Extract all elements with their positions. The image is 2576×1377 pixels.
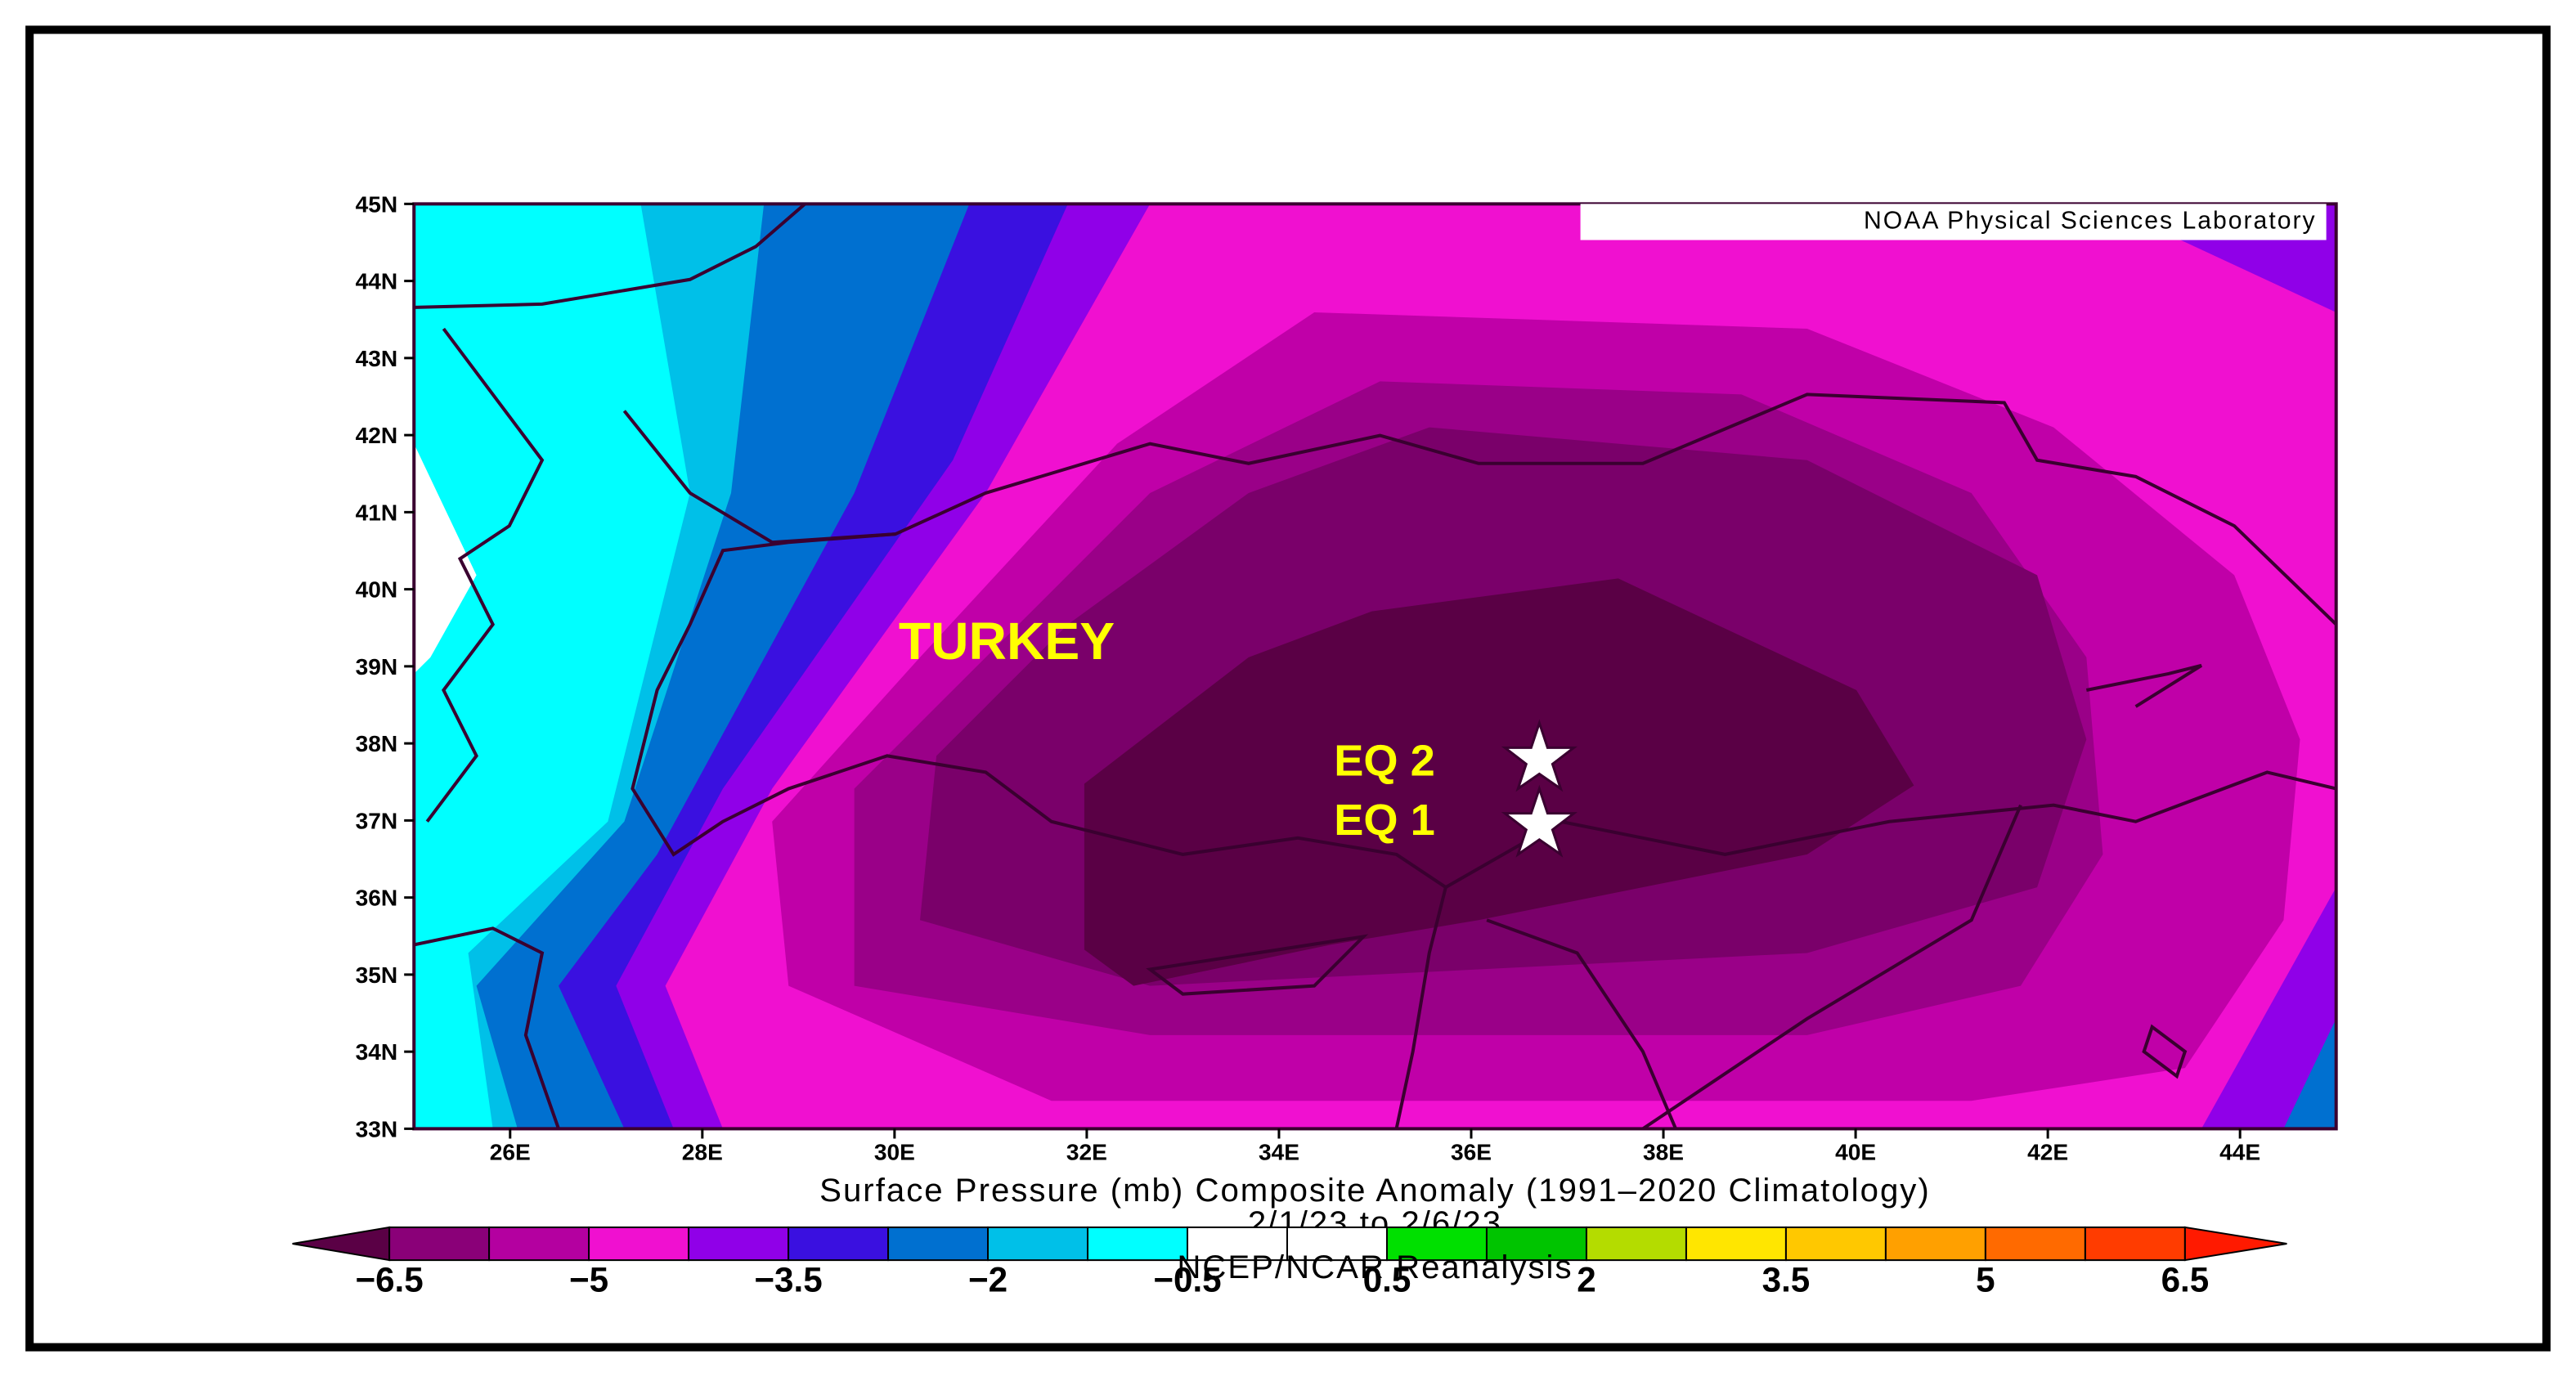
colorbar-label: −2	[968, 1260, 1008, 1299]
credit: NOAA Physical Sciences Laboratory	[1864, 208, 2317, 235]
lat-label: 33N	[356, 1116, 398, 1142]
colorbar-label: 3.5	[1762, 1260, 1811, 1299]
coastline	[1394, 886, 1447, 1129]
colorbar-arrow	[2183, 1226, 2287, 1262]
colorbar	[292, 1226, 2287, 1262]
lat-label: 39N	[356, 654, 398, 680]
lat-label: 34N	[356, 1039, 398, 1065]
lat-label: 42N	[356, 423, 398, 448]
lat-label: 44N	[356, 269, 398, 294]
colorbar-box	[1485, 1226, 1587, 1262]
lon-label: 42E	[2027, 1140, 2068, 1165]
colorbar-box	[1585, 1226, 1687, 1262]
lat-label: 41N	[356, 500, 398, 525]
colorbar-box	[488, 1226, 590, 1262]
coastline	[631, 532, 1447, 889]
border	[1641, 804, 2022, 1129]
caption: Surface Pressure (mb) Composite Anomaly …	[819, 1172, 1931, 1209]
country-label: TURKEY	[899, 612, 1115, 671]
lon-label: 32E	[1066, 1140, 1107, 1165]
lat-label: 45N	[356, 191, 398, 217]
contour-band	[2283, 1018, 2336, 1129]
lake	[2142, 1024, 2188, 1079]
colorbar-box	[987, 1226, 1089, 1262]
colorbar-box	[588, 1226, 690, 1262]
marker-label: EQ 1	[1334, 796, 1435, 845]
colorbar-box	[1685, 1226, 1787, 1262]
colorbar-box	[2084, 1226, 2186, 1262]
colorbar-label: −6.5	[355, 1260, 423, 1299]
lon-label: 28E	[682, 1140, 723, 1165]
colorbar-box	[788, 1226, 890, 1262]
colorbar-box	[688, 1226, 790, 1262]
epicenter-star	[1501, 784, 1577, 858]
source: NCEP/NCAR Reanalysis	[1177, 1249, 1573, 1285]
coastline	[414, 926, 560, 1129]
lon-label: 40E	[1835, 1140, 1876, 1165]
marker-label: EQ 2	[1334, 736, 1435, 785]
contour-map	[414, 204, 2336, 1129]
colorbar-label: 5	[1976, 1260, 1995, 1299]
colorbar-box	[1884, 1226, 1986, 1262]
lat-label: 37N	[356, 808, 398, 833]
colorbar-box	[1087, 1226, 1189, 1262]
coastline	[425, 327, 545, 823]
credit-box	[1580, 204, 2327, 240]
colorbar-label: −3.5	[754, 1260, 822, 1299]
contour-band	[1084, 578, 1914, 986]
colorbar-box	[1984, 1226, 2086, 1262]
lat-label: 36N	[356, 886, 398, 911]
lat-label: 38N	[356, 731, 398, 756]
colorbar-label: −0.5	[1153, 1260, 1221, 1299]
lon-label: 38E	[1643, 1140, 1684, 1165]
epicenter-star	[1501, 719, 1577, 792]
colorbar-box	[1286, 1226, 1388, 1262]
lon-label: 26E	[490, 1140, 531, 1165]
border	[1486, 918, 1677, 1129]
colorbar-box	[1187, 1226, 1288, 1262]
lat-label: 43N	[356, 346, 398, 371]
coastline	[414, 204, 806, 309]
lat-label: 35N	[356, 962, 398, 988]
lon-label: 44E	[2219, 1140, 2260, 1165]
island	[1146, 934, 1369, 996]
lon-label: 36E	[1451, 1140, 1492, 1165]
lat-label: 40N	[356, 577, 398, 603]
colorbar-label: 6.5	[2161, 1260, 2210, 1299]
land-gap	[414, 443, 477, 674]
colorbar-label: 2	[1577, 1260, 1595, 1299]
colorbar-label: 0.5	[1363, 1260, 1411, 1299]
lon-label: 30E	[874, 1140, 915, 1165]
colorbar-box	[1385, 1226, 1488, 1262]
colorbar-box	[1784, 1226, 1887, 1262]
colorbar-box	[887, 1226, 990, 1262]
border	[1444, 770, 2336, 889]
coastline	[2085, 663, 2203, 708]
colorbar-box	[388, 1226, 491, 1262]
lon-label: 34E	[1259, 1140, 1299, 1165]
colorbar-label: −5	[569, 1260, 608, 1299]
